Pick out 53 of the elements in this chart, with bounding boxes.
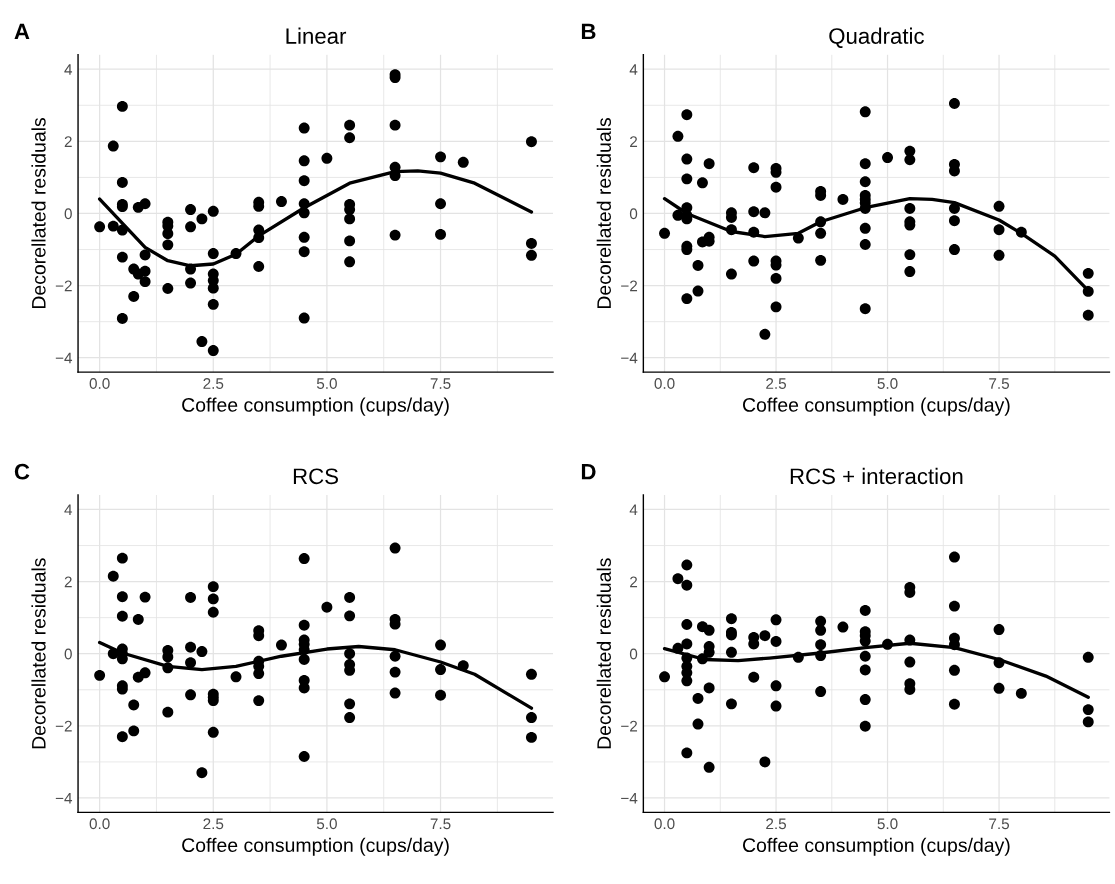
text: D [581, 464, 596, 480]
y-tick-label: 0 [629, 648, 638, 660]
y-tick-label: 2 [630, 576, 638, 588]
x-tick-label: 0.0 [89, 818, 110, 830]
x-tick-label: 0.0 [654, 378, 675, 389]
y-tick-label: 0 [629, 208, 638, 220]
x-axis-title: Coffee consumption (cups/day) [743, 837, 1010, 856]
y-tick-label: −4 [621, 352, 638, 364]
x-tick-label: 2.5 [766, 378, 787, 389]
x-tick-label: 0.0 [654, 818, 675, 830]
y-tick-label: 4 [629, 64, 638, 75]
x-tick-label: 7.5 [430, 818, 451, 830]
text: A [14, 23, 30, 40]
x-axis-title: Coffee consumption (cups/day) [182, 837, 449, 856]
chart-title: Quadratic [829, 27, 924, 48]
y-tick-label: −4 [55, 793, 73, 804]
x-tick-label: 5.0 [316, 378, 337, 389]
x-axis-title: Coffee consumption (cups/day) [743, 397, 1010, 416]
x-tick-label: 5.0 [877, 378, 898, 389]
y-tick-label: 2 [630, 136, 638, 147]
y-tick-label: 4 [64, 504, 73, 515]
y-tick-label: −2 [621, 720, 638, 732]
x-tick-label: 5.0 [877, 818, 898, 830]
x-tick-label: 7.5 [989, 818, 1010, 830]
y-tick-label: −4 [55, 352, 73, 364]
y-tick-label: 4 [629, 504, 638, 515]
y-axis-title: Decorellated residuals [31, 117, 46, 309]
y-tick-label: −2 [55, 280, 72, 292]
x-axis-title: Coffee consumption (cups/day) [182, 397, 449, 416]
y-tick-label: 0 [64, 208, 72, 220]
chart-title: RCS + interaction [790, 467, 963, 485]
text: B [581, 23, 596, 40]
x-tick-label: 2.5 [203, 378, 224, 389]
y-axis-title: Decorellated residuals [596, 117, 611, 309]
chart-title: RCS [293, 468, 338, 485]
x-tick-label: 2.5 [203, 818, 224, 830]
line-series [97, 640, 534, 710]
y-axis-title: Decorellated residuals [31, 558, 46, 749]
x-tick-label: 2.5 [766, 818, 787, 830]
x-tick-label: 7.5 [989, 378, 1010, 389]
y-tick-label: 2 [64, 136, 72, 147]
y-tick-label: −4 [621, 793, 638, 804]
y-tick-label: 2 [64, 576, 72, 588]
y-tick-label: −2 [621, 280, 638, 292]
x-tick-label: 0.0 [89, 378, 110, 389]
y-axis-title: Decorellated residuals [596, 558, 611, 749]
y-tick-label: −2 [55, 720, 72, 732]
x-tick-label: 7.5 [430, 378, 451, 389]
chart-title: Linear [286, 27, 347, 44]
y-tick-label: 4 [64, 64, 73, 75]
text: C [14, 463, 30, 480]
y-tick-label: 0 [64, 648, 72, 660]
x-tick-label: 5.0 [316, 818, 337, 830]
